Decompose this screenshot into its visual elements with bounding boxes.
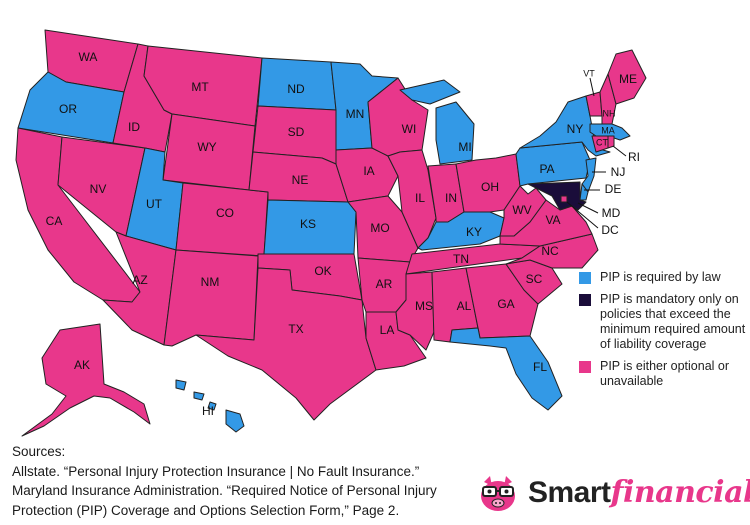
state-label-MT: MT [191,80,209,94]
state-label-ND: ND [287,82,305,96]
state-label-SD: SD [288,125,305,139]
state-label-HI: HI [202,404,214,418]
state-DC [560,195,568,203]
source-line-2: Maryland Insurance Administration. “Requ… [12,483,437,498]
state-label-TX: TX [288,322,303,336]
state-KS [263,199,357,255]
state-label-MA: MA [601,125,615,135]
state-label-AZ: AZ [132,273,147,287]
state-AK [21,323,151,437]
state-TX [195,267,377,421]
state-label-WI: WI [402,122,417,136]
state-label-CT: CT [596,137,608,147]
brand-wordmark-financial: financial [610,474,750,510]
state-NM [163,249,259,347]
state-label-LA: LA [380,323,395,337]
source-line-1: Allstate. “Personal Injury Protection In… [12,463,420,479]
source-line-3: Protection (PIP) Coverage and Options Se… [12,502,400,518]
leader-MD [577,202,599,214]
state-label-WY: WY [197,140,216,154]
state-label-ID: ID [128,120,140,134]
brand-wordmark-smart: Smart [528,475,611,509]
state-HI [175,379,245,433]
state-WV [499,185,547,237]
legend-item-required: PIP is required by law [579,270,749,285]
state-label-NC: NC [541,244,559,258]
state-label-KS: KS [300,217,316,231]
state-label-NV: NV [90,182,107,196]
state-label-IL: IL [415,191,425,205]
state-label-DE: DE [605,182,622,196]
state-label-OR: OR [59,102,77,116]
state-label-WV: WV [512,203,531,217]
state-label-TN: TN [453,252,469,266]
state-label-MI: MI [458,140,471,154]
state-label-NY: NY [567,122,584,136]
legend-label-mandatory: PIP is mandatory only on policies that e… [600,292,746,351]
state-RI [607,135,615,149]
state-label-OK: OK [314,264,331,278]
state-label-AK: AK [74,358,90,372]
state-label-MD: MD [602,206,621,220]
state-label-PA: PA [539,162,554,176]
state-MI [399,79,475,165]
state-label-CO: CO [216,206,234,220]
state-label-ME: ME [619,72,637,86]
state-label-IA: IA [363,164,374,178]
state-label-WA: WA [79,50,98,64]
state-KY [417,211,505,251]
state-label-NE: NE [292,173,309,187]
legend-swatch-optional [579,361,591,373]
pig-mascot-icon [481,476,515,511]
legend-label-required: PIP is required by law [600,270,721,284]
state-label-KY: KY [466,225,482,239]
state-ME [607,49,647,105]
state-label-NH: NH [603,108,616,118]
leader-VT [589,77,595,97]
state-label-MS: MS [415,299,433,313]
state-label-OH: OH [481,180,499,194]
state-label-VT: VT [583,68,595,78]
state-MD [527,181,587,211]
state-label-RI: RI [628,150,640,164]
legend-swatch-mandatory [579,294,591,306]
state-label-FL: FL [533,360,547,374]
state-label-NJ: NJ [611,165,626,179]
legend-swatch-required [579,272,591,284]
state-label-VA: VA [545,213,560,227]
legend: PIP is required by law PIP is mandatory … [579,270,749,396]
state-label-CA: CA [46,214,63,228]
state-DE [579,183,589,201]
state-label-DC: DC [601,223,619,237]
leader-DC [566,201,599,229]
leader-RI [612,145,627,157]
legend-item-mandatory: PIP is mandatory only on policies that e… [579,292,749,352]
brand-wordmark: Smartfinancial [528,475,750,510]
state-labels: WA OR CA NV ID MT WY UT AZ NM CO ND SD NE KS OK TX MN IA MO… [46,50,640,418]
legend-label-optional: PIP is either optional or unavailable [600,359,730,388]
state-label-AR: AR [376,277,393,291]
sources-heading: Sources: [12,444,66,459]
state-label-GA: GA [497,297,514,311]
state-label-SC: SC [526,272,543,286]
state-label-UT: UT [146,197,163,211]
sources: Sources: Allstate. “Personal Injury Prot… [12,442,482,520]
state-label-MN: MN [346,107,365,121]
state-label-IN: IN [445,191,457,205]
state-label-NM: NM [201,275,220,289]
state-label-AL: AL [457,299,472,313]
state-FL [449,327,563,411]
smartfinancial-logo: Smartfinancial [476,470,750,514]
state-label-MO: MO [370,221,389,235]
legend-item-optional: PIP is either optional or unavailable [579,359,749,389]
